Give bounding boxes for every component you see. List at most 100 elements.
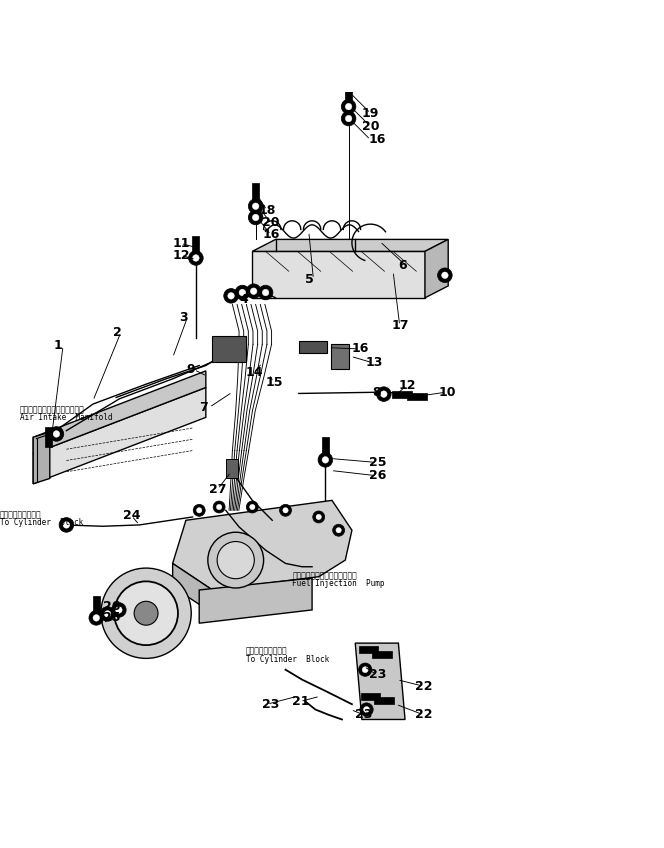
Circle shape [341, 111, 356, 126]
Circle shape [363, 667, 368, 672]
Circle shape [341, 99, 356, 114]
Polygon shape [199, 578, 312, 623]
Circle shape [246, 284, 261, 298]
Circle shape [114, 582, 178, 645]
Circle shape [248, 199, 263, 214]
Text: 14: 14 [246, 366, 263, 379]
Polygon shape [392, 391, 412, 398]
Circle shape [359, 663, 372, 677]
Text: 26: 26 [103, 600, 120, 613]
Text: 22: 22 [415, 680, 432, 693]
Text: 4: 4 [239, 293, 248, 305]
Polygon shape [252, 251, 425, 298]
Circle shape [250, 288, 257, 294]
Text: Air Intake  Manifold: Air Intake Manifold [20, 413, 112, 421]
Text: 16: 16 [262, 228, 280, 242]
Text: 20: 20 [362, 120, 379, 133]
Text: 16: 16 [352, 343, 369, 355]
Text: 7: 7 [199, 401, 208, 414]
Circle shape [134, 601, 158, 625]
Circle shape [224, 288, 238, 303]
Text: 25: 25 [103, 611, 120, 624]
Polygon shape [252, 239, 448, 251]
Circle shape [336, 527, 341, 533]
Circle shape [193, 505, 205, 516]
Text: 13: 13 [365, 356, 382, 370]
Circle shape [59, 517, 74, 533]
Circle shape [262, 289, 269, 296]
Text: Fuel Injection  Pump: Fuel Injection Pump [292, 579, 384, 588]
Circle shape [239, 289, 246, 296]
Text: エアーインテークマニホールド: エアーインテークマニホールド [20, 404, 85, 414]
Circle shape [364, 706, 369, 712]
Polygon shape [355, 643, 405, 719]
Text: 6: 6 [398, 259, 407, 272]
Polygon shape [33, 388, 206, 483]
Text: 15: 15 [266, 376, 283, 388]
Circle shape [53, 431, 60, 438]
Circle shape [252, 203, 259, 209]
Text: 23: 23 [355, 708, 373, 722]
Circle shape [248, 210, 263, 225]
Polygon shape [372, 651, 392, 658]
Text: To Cylinder  Block: To Cylinder Block [0, 518, 83, 527]
Text: 23: 23 [369, 668, 386, 682]
Polygon shape [33, 432, 50, 483]
Polygon shape [93, 596, 100, 616]
Polygon shape [374, 697, 394, 705]
Text: シリンダブロックへ: シリンダブロックへ [246, 646, 288, 656]
Text: 12: 12 [398, 379, 416, 392]
Circle shape [193, 254, 199, 261]
Circle shape [316, 514, 321, 520]
Text: 11: 11 [173, 237, 190, 250]
Polygon shape [33, 371, 206, 454]
Polygon shape [359, 646, 378, 653]
Polygon shape [173, 500, 352, 590]
Text: 21: 21 [292, 695, 309, 708]
Polygon shape [193, 236, 199, 256]
Text: 27: 27 [209, 483, 226, 495]
Circle shape [213, 501, 225, 513]
Circle shape [116, 606, 122, 613]
Circle shape [93, 615, 100, 622]
Text: 25: 25 [369, 456, 386, 469]
Bar [299, 341, 327, 353]
Circle shape [318, 453, 333, 467]
Polygon shape [252, 183, 259, 203]
Text: 22: 22 [415, 708, 432, 722]
Text: 8: 8 [372, 386, 380, 399]
Circle shape [252, 215, 259, 220]
Circle shape [313, 511, 325, 523]
Circle shape [228, 293, 234, 299]
Circle shape [333, 524, 345, 536]
Bar [226, 459, 238, 478]
Circle shape [112, 603, 126, 617]
Circle shape [380, 391, 387, 398]
Circle shape [250, 505, 255, 510]
Circle shape [197, 508, 202, 513]
Polygon shape [425, 239, 448, 298]
Text: 10: 10 [438, 386, 456, 399]
Text: 2: 2 [113, 326, 122, 339]
Text: 9: 9 [186, 363, 195, 376]
Text: 12: 12 [173, 248, 190, 262]
Polygon shape [322, 438, 329, 457]
Text: 23: 23 [262, 698, 280, 711]
Circle shape [217, 542, 254, 578]
Circle shape [235, 285, 250, 300]
Text: 3: 3 [179, 311, 188, 324]
Polygon shape [45, 427, 52, 447]
Circle shape [104, 611, 111, 617]
Text: 17: 17 [392, 319, 409, 332]
Circle shape [322, 456, 329, 463]
Text: 19: 19 [362, 107, 379, 120]
Circle shape [442, 272, 448, 278]
Circle shape [63, 522, 70, 528]
Circle shape [49, 427, 64, 441]
Circle shape [376, 387, 391, 401]
Circle shape [208, 533, 264, 588]
Text: フェルインジェクションポンプ: フェルインジェクションポンプ [292, 571, 357, 580]
Bar [212, 336, 246, 362]
Text: 26: 26 [369, 469, 386, 483]
Circle shape [189, 251, 203, 265]
